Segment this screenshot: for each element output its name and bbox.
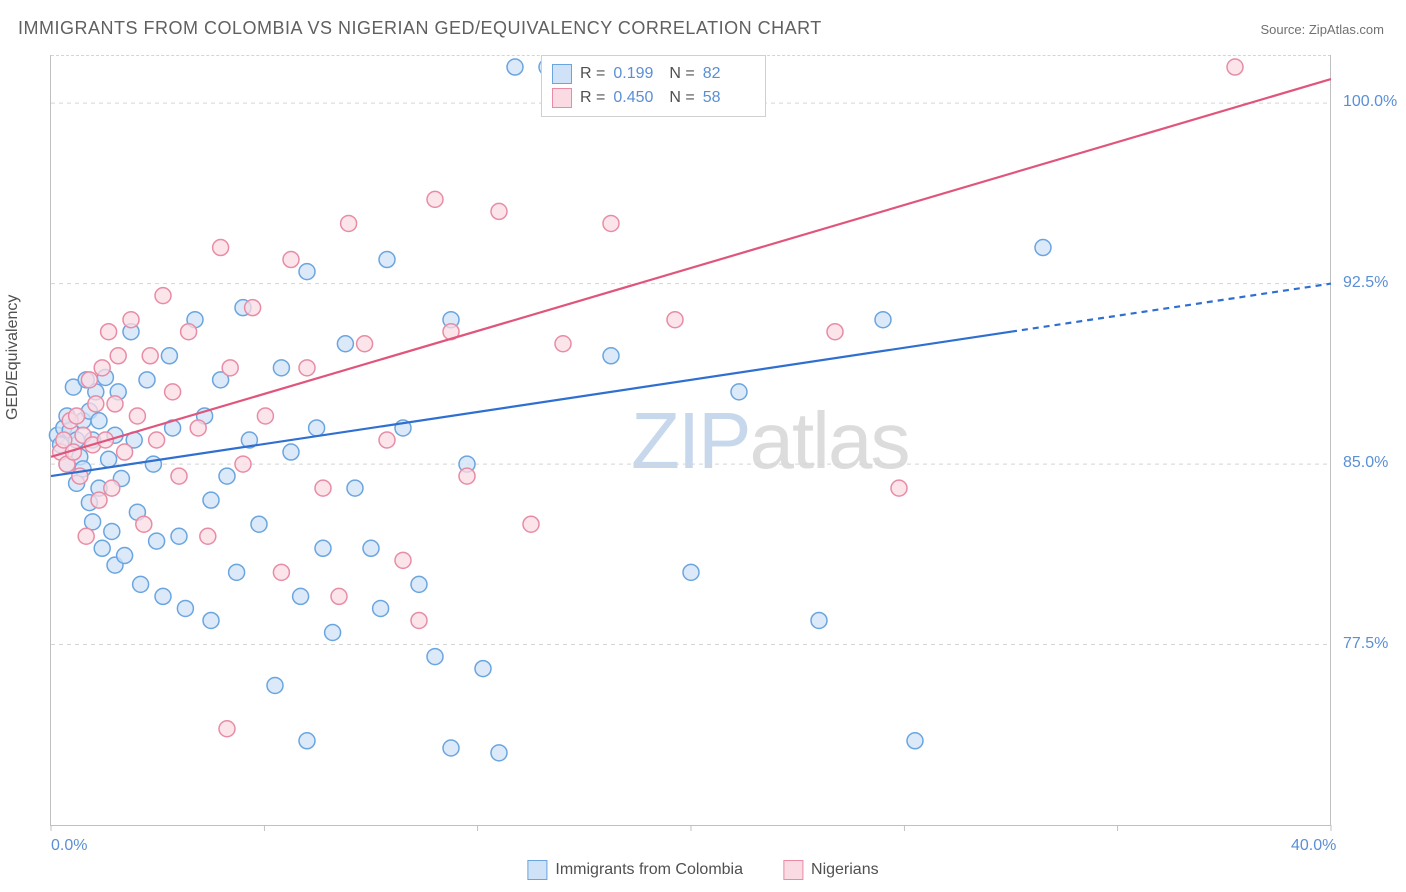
bottom-legend: Immigrants from Colombia Nigerians [527, 860, 878, 880]
n-value-nigerians: 58 [703, 89, 751, 107]
x-tick-label: 40.0% [1291, 837, 1336, 855]
r-label: R = [580, 89, 605, 107]
y-tick-label: 100.0% [1343, 93, 1397, 111]
source-label: Source: ZipAtlas.com [1260, 22, 1384, 37]
swatch-colombia-bottom [527, 860, 547, 880]
n-label: N = [669, 65, 694, 83]
swatch-nigerians-bottom [783, 860, 803, 880]
n-value-colombia: 82 [703, 65, 751, 83]
legend-row-colombia: R = 0.199 N = 82 [552, 62, 751, 86]
correlation-legend: R = 0.199 N = 82 R = 0.450 N = 58 [541, 55, 766, 117]
swatch-nigerians [552, 88, 572, 108]
n-label: N = [669, 89, 694, 107]
source-prefix: Source: [1260, 22, 1308, 37]
swatch-colombia [552, 64, 572, 84]
r-value-colombia: 0.199 [613, 65, 661, 83]
r-label: R = [580, 65, 605, 83]
chart-title: IMMIGRANTS FROM COLOMBIA VS NIGERIAN GED… [18, 18, 822, 39]
legend-label-colombia: Immigrants from Colombia [555, 861, 743, 879]
plot-area: ZIPatlas 77.5%85.0%92.5%100.0% 0.0%40.0%… [50, 55, 1331, 826]
legend-item-colombia: Immigrants from Colombia [527, 860, 743, 880]
y-tick-label: 77.5% [1343, 635, 1388, 653]
chart-svg [51, 55, 1331, 825]
legend-row-nigerians: R = 0.450 N = 58 [552, 86, 751, 110]
y-tick-label: 92.5% [1343, 274, 1388, 292]
legend-item-nigerians: Nigerians [783, 860, 879, 880]
y-axis-label: GED/Equivalency [4, 295, 22, 420]
y-tick-label: 85.0% [1343, 454, 1388, 472]
source-name: ZipAtlas.com [1309, 22, 1384, 37]
r-value-nigerians: 0.450 [613, 89, 661, 107]
x-tick-label: 0.0% [51, 837, 87, 855]
legend-label-nigerians: Nigerians [811, 861, 879, 879]
